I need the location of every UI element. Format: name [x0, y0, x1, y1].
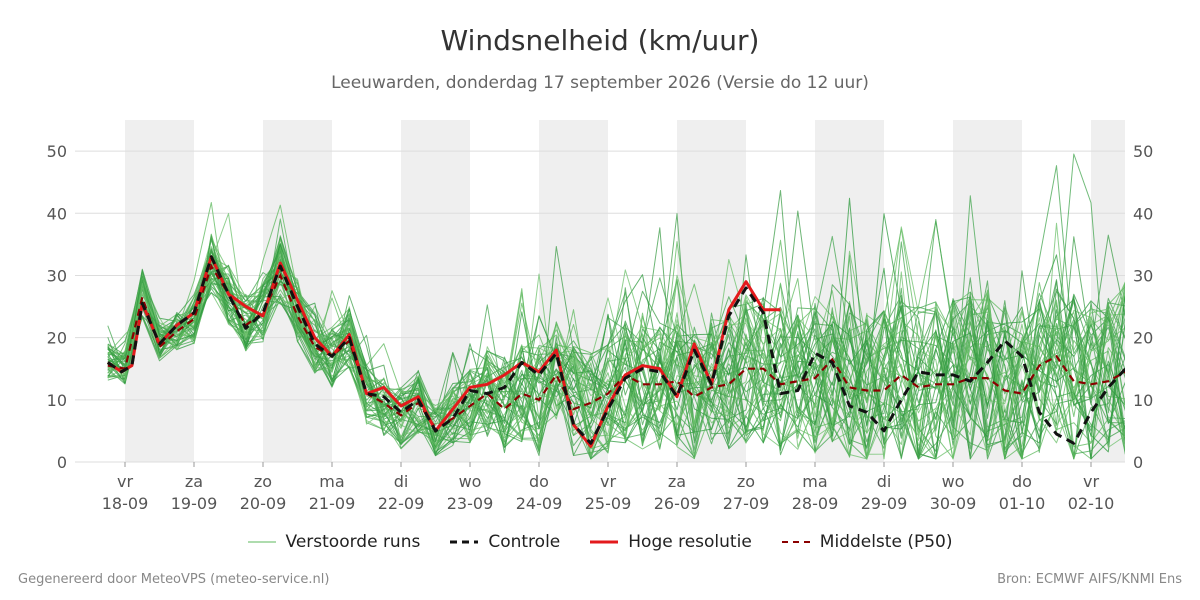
shade-band-0	[125, 120, 194, 462]
ensemble-member-48	[107, 247, 1125, 460]
control-series	[106, 255, 1125, 445]
legend-item-median: Middelste (P50)	[781, 532, 953, 552]
legend-label-ensemble: Verstoorde runs	[285, 532, 421, 552]
ensemble-member-50	[107, 274, 1125, 460]
y-tick-left-20: 20	[47, 329, 67, 348]
x-tick-day-5: wo	[459, 472, 482, 491]
x-tick-date-4: 22-09	[378, 494, 425, 513]
x-tick-date-2: 20-09	[240, 494, 287, 513]
legend-swatch-ensemble	[247, 541, 276, 543]
x-tick-date-12: 30-09	[930, 494, 977, 513]
x-axis-ticks: vr 18-09 za 19-09 zo 20-09 ma 21-09 di 22-09 wo 23-…	[102, 462, 1115, 513]
legend: Verstoorde runs Controle Hoge resolutie …	[0, 530, 1200, 554]
x-tick-day-6: do	[529, 472, 549, 491]
median-series	[107, 263, 1125, 430]
ensemble-members	[107, 153, 1125, 460]
y-axis-ticks: 0 0 10 10 20 20 30 30 40 40 50 50	[47, 142, 1154, 472]
x-tick-date-7: 25-09	[585, 494, 632, 513]
legend-label-hires: Hoge resolutie	[628, 532, 752, 552]
y-tick-right-40: 40	[1133, 204, 1153, 223]
x-tick-day-11: di	[877, 472, 892, 491]
footer-source: Bron: ECMWF AIFS/KNMI Ens	[997, 572, 1182, 587]
legend-item-ensemble: Verstoorde runs	[247, 532, 421, 552]
legend-label-median: Middelste (P50)	[819, 532, 953, 552]
control-line	[106, 255, 1125, 445]
y-tick-left-10: 10	[47, 391, 67, 410]
x-tick-date-9: 27-09	[723, 494, 770, 513]
x-tick-date-3: 21-09	[309, 494, 356, 513]
x-tick-day-12: wo	[942, 472, 965, 491]
chart-subtitle: Leeuwarden, donderdag 17 september 2026 …	[331, 73, 869, 93]
x-tick-day-2: zo	[254, 472, 272, 491]
ensemble-member-47	[107, 153, 1125, 450]
ensemble-member-40	[107, 246, 1125, 460]
x-tick-date-1: 19-09	[171, 494, 218, 513]
median-line	[107, 263, 1125, 430]
x-tick-day-10: ma	[802, 472, 827, 491]
x-tick-day-7: vr	[600, 472, 616, 491]
x-tick-day-4: di	[394, 472, 409, 491]
x-tick-date-10: 28-09	[792, 494, 839, 513]
x-tick-day-3: ma	[319, 472, 344, 491]
x-tick-date-0: 18-09	[102, 494, 149, 513]
y-tick-right-30: 30	[1133, 266, 1153, 285]
x-tick-date-11: 29-09	[861, 494, 908, 513]
chart-title: Windsnelheid (km/uur)	[440, 24, 760, 57]
legend-item-hires: Hoge resolutie	[590, 532, 752, 552]
x-tick-day-13: do	[1012, 472, 1032, 491]
legend-swatch-hires	[590, 540, 619, 544]
x-tick-day-14: vr	[1083, 472, 1099, 491]
ensemble-member-39	[107, 247, 1125, 460]
x-tick-date-5: 23-09	[447, 494, 494, 513]
y-tick-left-30: 30	[47, 266, 67, 285]
y-tick-right-50: 50	[1133, 142, 1153, 161]
x-tick-day-0: vr	[117, 472, 133, 491]
y-tick-right-20: 20	[1133, 329, 1153, 348]
x-tick-date-8: 26-09	[654, 494, 701, 513]
y-tick-right-0: 0	[1133, 453, 1143, 472]
legend-swatch-control	[450, 540, 479, 544]
y-tick-right-10: 10	[1133, 391, 1153, 410]
x-tick-date-14: 02-10	[1068, 494, 1115, 513]
legend-item-control: Controle	[450, 532, 560, 552]
x-tick-day-9: zo	[737, 472, 755, 491]
legend-label-control: Controle	[488, 532, 561, 552]
ensemble-member-44	[107, 236, 1125, 460]
ensemble-member-13	[107, 265, 1125, 460]
y-tick-left-0: 0	[57, 453, 67, 472]
legend-swatch-median	[781, 541, 810, 543]
ensemble-member-21	[107, 197, 1125, 456]
x-tick-date-13: 01-10	[999, 494, 1046, 513]
y-tick-left-50: 50	[47, 142, 67, 161]
y-tick-left-40: 40	[47, 204, 67, 223]
x-tick-day-1: za	[185, 472, 203, 491]
x-tick-day-8: za	[668, 472, 686, 491]
x-tick-date-6: 24-09	[516, 494, 563, 513]
wind-speed-chart: 0 0 10 10 20 20 30 30 40 40 50 50 vr 18-09 za 19-09 zo 2…	[47, 120, 1154, 513]
footer-generated-by: Gegenereerd door MeteoVPS (meteo-service…	[18, 572, 330, 587]
